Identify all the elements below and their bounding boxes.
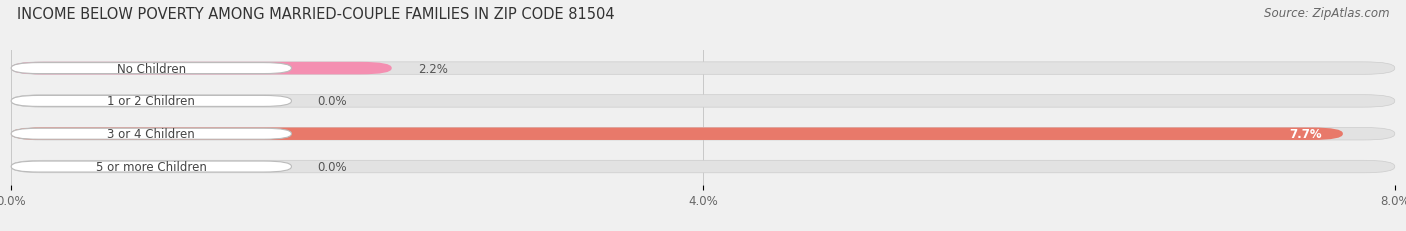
FancyBboxPatch shape <box>11 63 1395 75</box>
Text: 3 or 4 Children: 3 or 4 Children <box>107 128 195 141</box>
FancyBboxPatch shape <box>11 128 1343 140</box>
FancyBboxPatch shape <box>11 96 291 107</box>
Text: 1 or 2 Children: 1 or 2 Children <box>107 95 195 108</box>
Text: Source: ZipAtlas.com: Source: ZipAtlas.com <box>1264 7 1389 20</box>
FancyBboxPatch shape <box>11 63 392 75</box>
Text: No Children: No Children <box>117 62 186 75</box>
FancyBboxPatch shape <box>11 95 1395 108</box>
Text: 7.7%: 7.7% <box>1289 128 1322 141</box>
FancyBboxPatch shape <box>11 161 1395 173</box>
FancyBboxPatch shape <box>11 129 291 140</box>
Text: 5 or more Children: 5 or more Children <box>96 160 207 173</box>
FancyBboxPatch shape <box>11 161 291 172</box>
FancyBboxPatch shape <box>11 63 291 74</box>
Text: 0.0%: 0.0% <box>318 160 347 173</box>
Text: INCOME BELOW POVERTY AMONG MARRIED-COUPLE FAMILIES IN ZIP CODE 81504: INCOME BELOW POVERTY AMONG MARRIED-COUPL… <box>17 7 614 22</box>
Text: 0.0%: 0.0% <box>318 95 347 108</box>
FancyBboxPatch shape <box>11 128 1395 140</box>
Text: 2.2%: 2.2% <box>418 62 447 75</box>
